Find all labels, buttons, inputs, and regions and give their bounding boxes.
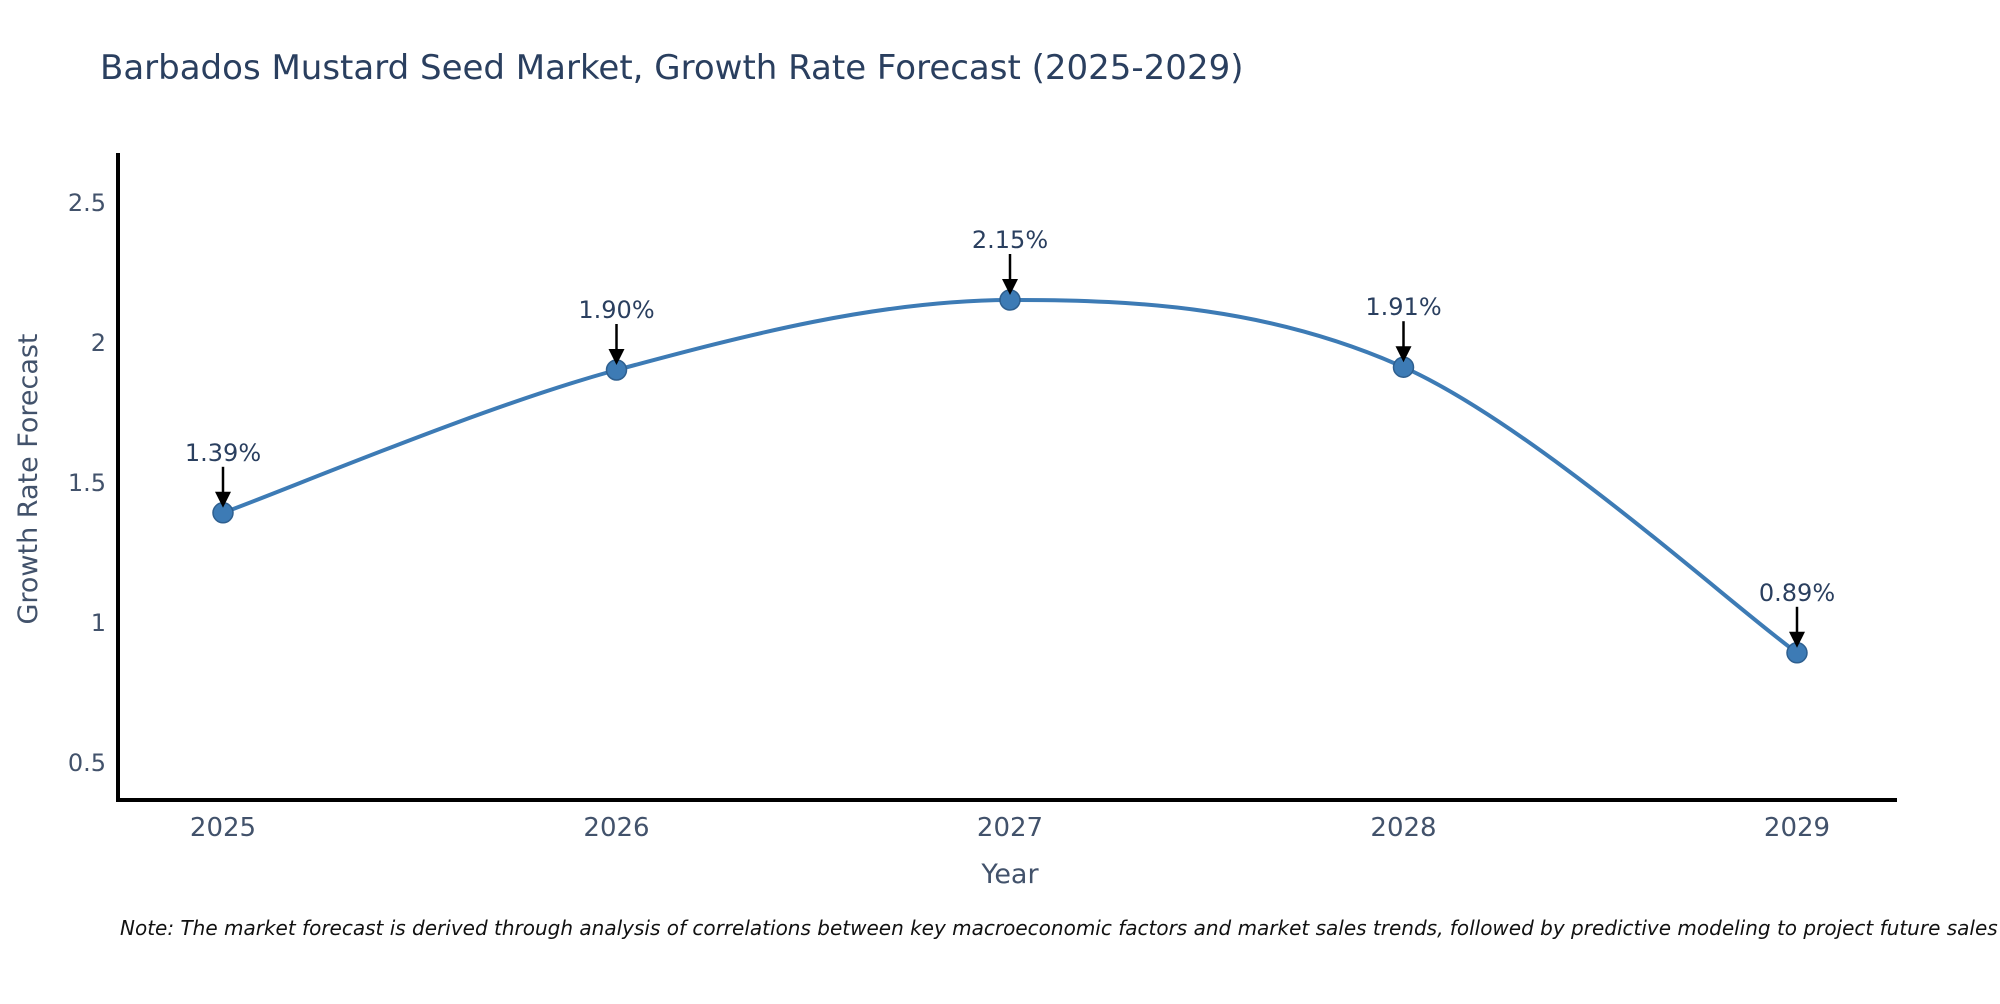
annotation-label: 2.15%: [972, 226, 1048, 254]
annotation-label: 1.90%: [578, 296, 654, 324]
forecast-line: [221, 297, 1799, 655]
x-tick-label: 2026: [583, 813, 649, 843]
annotation-label: 1.91%: [1365, 293, 1441, 321]
x-tick-label: 2025: [190, 813, 256, 843]
annotation-arrowhead-icon: [1395, 346, 1412, 363]
footnote: Note: The market forecast is derived thr…: [120, 916, 1998, 940]
annotation-arrowhead-icon: [1002, 279, 1018, 295]
x-tick-label: 2029: [1764, 813, 1830, 843]
annotation-arrowhead-icon: [1789, 631, 1805, 648]
chart-title: Barbados Mustard Seed Market, Growth Rat…: [100, 48, 1244, 88]
annotation-label: 0.89%: [1759, 579, 1835, 607]
annotation-arrowhead-icon: [608, 349, 625, 365]
y-axis-title: Growth Rate Forecast: [13, 333, 44, 625]
y-tick-label: 0.5: [68, 749, 106, 777]
y-tick-label: 2.5: [68, 189, 106, 217]
y-tick-label: 1.5: [68, 469, 106, 497]
annotation-arrowhead-icon: [215, 491, 231, 508]
y-tick-label: 1: [91, 609, 106, 637]
x-tick-label: 2028: [1370, 813, 1436, 843]
y-tick-label: 2: [91, 329, 106, 357]
x-axis-title: Year: [981, 859, 1039, 890]
annotation-label: 1.39%: [185, 439, 261, 467]
x-tick-label: 2027: [977, 813, 1043, 843]
